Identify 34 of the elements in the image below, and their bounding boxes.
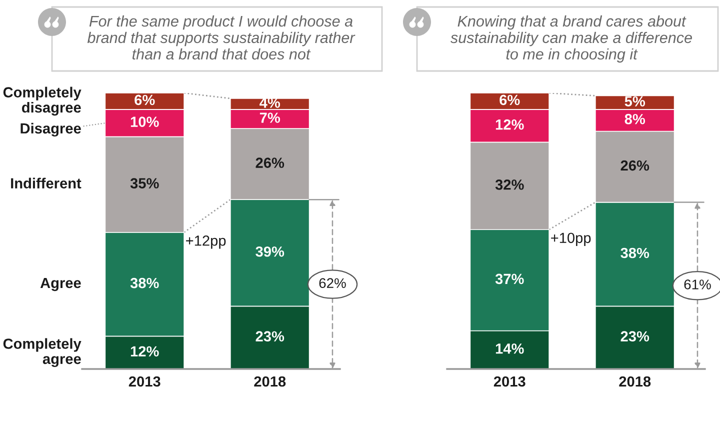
chart-title: Knowing that a brand cares about sustainability can make a difference to me in choosing it xyxy=(450,15,692,63)
x-tick-label: 2018 xyxy=(619,376,651,387)
series-label: Completely disagree xyxy=(3,86,82,116)
data-label: 6% xyxy=(500,94,520,106)
data-label: 7% xyxy=(260,112,280,123)
data-label: 23% xyxy=(256,331,284,342)
annotation: 61% xyxy=(684,280,711,290)
data-label: 26% xyxy=(256,158,284,168)
data-label: 12% xyxy=(130,346,159,356)
x-tick-label: 2013 xyxy=(128,376,160,387)
data-label: 32% xyxy=(495,180,524,190)
data-label: 35% xyxy=(130,178,159,188)
data-label: 12% xyxy=(496,119,524,130)
data-label: 37% xyxy=(495,274,524,284)
annotation: 62% xyxy=(319,278,346,288)
series-label: Disagree xyxy=(20,122,81,137)
data-label: 5% xyxy=(624,96,646,106)
data-label: 14% xyxy=(496,343,524,354)
data-label: 38% xyxy=(130,278,159,288)
annotation: +10pp xyxy=(551,232,591,246)
series-label: Agree xyxy=(40,278,81,292)
data-label: 39% xyxy=(256,246,284,257)
data-label: 8% xyxy=(624,114,646,124)
data-label: 23% xyxy=(620,331,650,342)
x-tick-label: 2013 xyxy=(494,376,526,387)
chart-title: For the same product I would choose a brand that supports sustainability rather than a brand that does not xyxy=(87,15,356,60)
x-tick-label: 2018 xyxy=(254,376,286,387)
data-label: 26% xyxy=(620,160,650,171)
series-label: Indifferent xyxy=(11,178,82,188)
annotation: +12pp xyxy=(186,235,226,249)
data-label: 6% xyxy=(134,94,155,106)
data-label: 38% xyxy=(620,248,650,258)
series-label: Completely agree xyxy=(3,338,82,368)
data-label: 10% xyxy=(130,116,159,127)
